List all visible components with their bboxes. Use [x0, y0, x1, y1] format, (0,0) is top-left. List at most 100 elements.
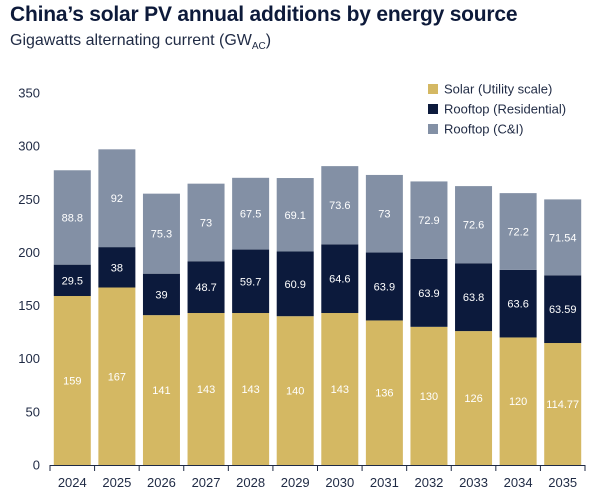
data-label: 140 [286, 386, 304, 398]
x-tick-label: 2028 [236, 475, 265, 490]
data-label: 63.6 [507, 299, 528, 311]
x-tick-label: 2035 [548, 475, 577, 490]
data-label: 63.9 [374, 281, 395, 293]
bar-segment [187, 183, 225, 262]
data-label: 143 [197, 384, 215, 396]
chart-title: China’s solar PV annual additions by ene… [10, 3, 518, 26]
data-label: 92 [111, 193, 123, 205]
data-labels-layer: 159 29.5 88.8 167 38 92 141 39 75.3 143 48.7 73 143 5… [62, 193, 580, 411]
y-tick-label: 300 [18, 139, 40, 154]
bar-segment [410, 258, 448, 327]
data-label: 143 [241, 384, 259, 396]
y-tick-label: 100 [18, 351, 40, 366]
bar-segment [276, 316, 314, 465]
axis-layer: 0 50 100 150 200 250 300 350 2024 2025 2026 2027 202… [18, 86, 586, 490]
data-label: 88.8 [62, 212, 83, 224]
bar-segment [499, 193, 537, 270]
subtitle-text: Gigawatts alternating current (GW [10, 32, 252, 49]
legend-swatch [428, 84, 438, 94]
chart-subtitle: Gigawatts alternating current (GWAC) [10, 32, 271, 52]
bar-segment [365, 252, 403, 321]
data-label: 120 [509, 396, 527, 408]
data-label: 72.6 [463, 220, 484, 232]
x-tick-label: 2030 [325, 475, 354, 490]
data-label: 63.59 [549, 304, 577, 316]
bar-segment [98, 287, 136, 465]
bar-segment [321, 166, 359, 245]
bar-segment [142, 193, 180, 274]
data-label: 73 [200, 217, 212, 229]
data-label: 114.77 [546, 399, 579, 411]
bar-segment [53, 296, 91, 465]
legend-label: Rooftop (C&I) [444, 122, 523, 137]
bar-segment [53, 264, 91, 297]
bar-segment [410, 181, 448, 259]
data-label: 143 [331, 384, 349, 396]
x-tick-label: 2031 [370, 475, 399, 490]
legend: Solar (Utility scale) Rooftop (Residentia… [428, 82, 566, 137]
bar-segment [98, 247, 136, 288]
data-label: 73.6 [329, 200, 350, 212]
data-label: 67.5 [240, 209, 261, 221]
bar-segment [455, 186, 493, 264]
data-label: 48.7 [195, 282, 216, 294]
bar-segment [53, 170, 91, 265]
x-tick-label: 2033 [459, 475, 488, 490]
bar-segment [455, 331, 493, 465]
y-tick-label: 50 [26, 404, 40, 419]
data-label: 39 [155, 289, 167, 301]
bar-segment [455, 263, 493, 332]
y-tick-label: 250 [18, 192, 40, 207]
x-tick-label: 2026 [147, 475, 176, 490]
bars-layer [53, 149, 582, 465]
x-tick-label: 2024 [58, 475, 87, 490]
bar-segment [321, 244, 359, 314]
bar-segment [276, 251, 314, 317]
bar-segment [187, 313, 225, 465]
data-label: 130 [420, 391, 438, 403]
bar-segment [232, 249, 270, 314]
data-label: 167 [108, 371, 126, 383]
data-label: 141 [152, 385, 170, 397]
bar-segment [321, 313, 359, 465]
data-label: 38 [111, 262, 123, 274]
data-label: 72.2 [507, 226, 528, 238]
bar-segment [365, 174, 403, 253]
bar-segment [365, 320, 403, 465]
data-label: 126 [464, 393, 482, 405]
bar-segment [499, 337, 537, 465]
bar-segment [232, 313, 270, 465]
legend-label: Solar (Utility scale) [444, 82, 552, 97]
subtitle-subscript: AC [251, 41, 266, 53]
data-label: 63.9 [418, 288, 439, 300]
bar-segment [544, 343, 582, 465]
x-tick-label: 2025 [102, 475, 131, 490]
data-label: 73 [378, 209, 390, 221]
legend-swatch [428, 124, 438, 134]
data-label: 71.54 [549, 232, 577, 244]
bar-segment [276, 178, 314, 252]
bar-segment [187, 261, 225, 314]
y-tick-label: 200 [18, 245, 40, 260]
x-tick-label: 2034 [504, 475, 533, 490]
bar-segment [410, 326, 448, 465]
data-label: 63.8 [463, 292, 484, 304]
data-label: 72.9 [418, 215, 439, 227]
bar-segment [544, 199, 582, 276]
data-label: 136 [375, 388, 393, 400]
legend-swatch [428, 104, 438, 114]
legend-label: Rooftop (Residential) [444, 102, 566, 117]
bar-segment [98, 149, 136, 248]
bar-segment [544, 275, 582, 344]
data-label: 29.5 [62, 275, 83, 287]
data-label: 159 [63, 376, 81, 388]
data-label: 64.6 [329, 274, 350, 286]
x-tick-label: 2032 [414, 475, 443, 490]
y-tick-label: 350 [18, 86, 40, 101]
data-label: 59.7 [240, 276, 261, 288]
bar-segment [142, 273, 180, 316]
data-label: 75.3 [151, 229, 172, 241]
subtitle-end: ) [265, 32, 272, 49]
x-tick-label: 2027 [192, 475, 221, 490]
